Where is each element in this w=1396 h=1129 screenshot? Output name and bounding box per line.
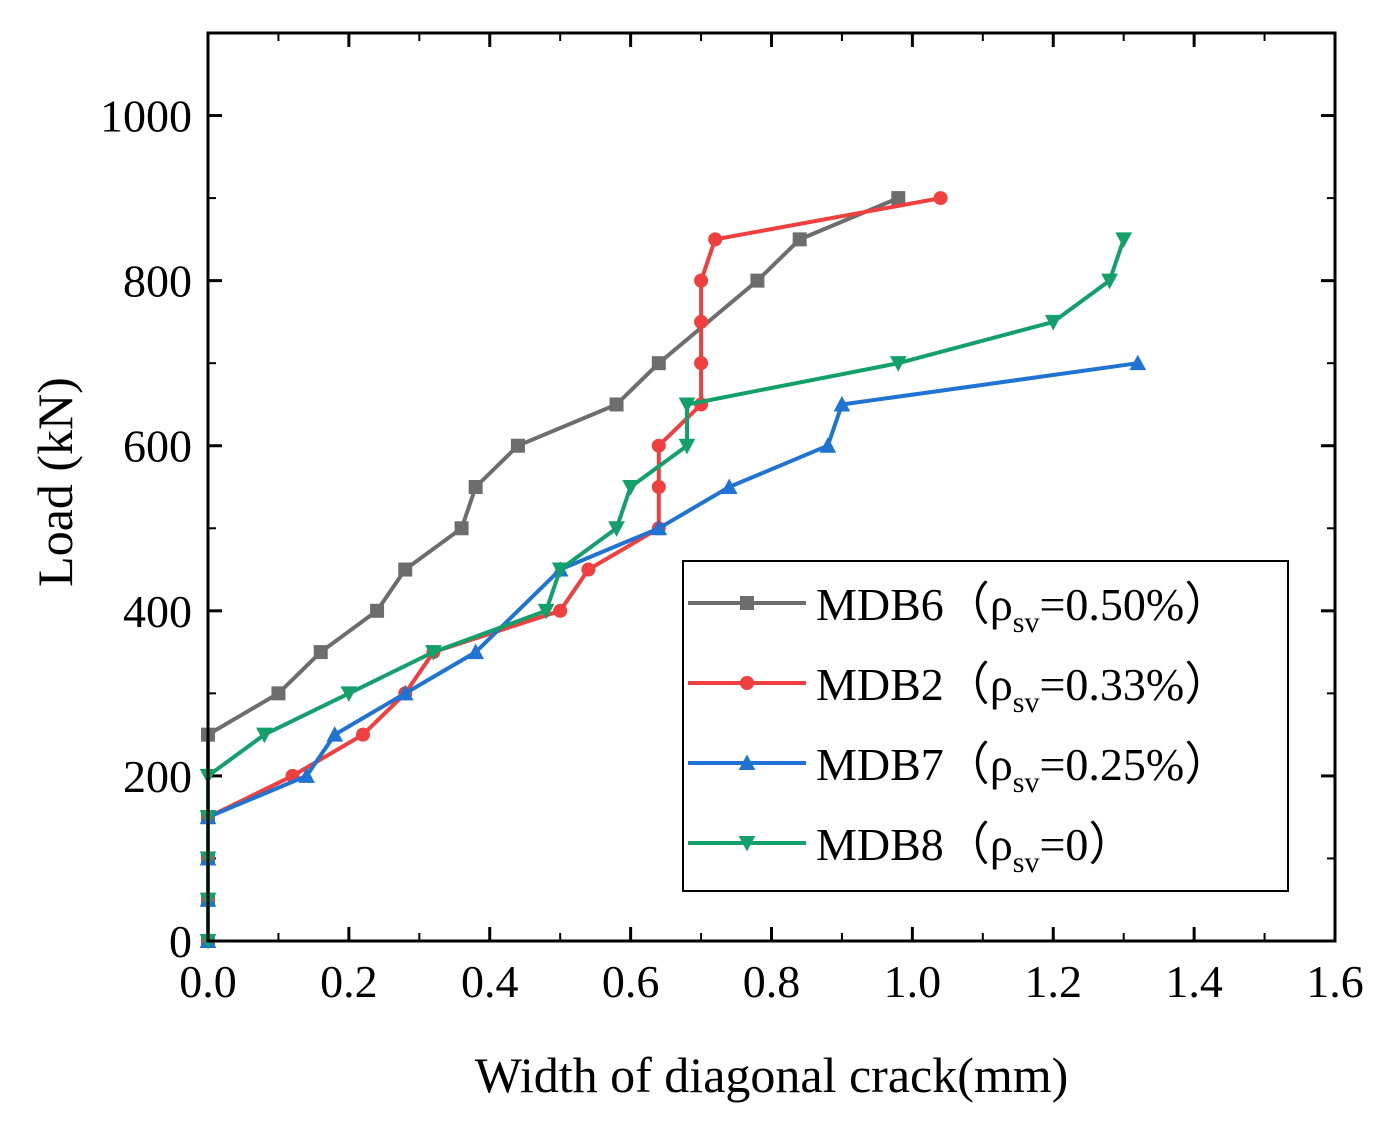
data-point-mdb6	[271, 686, 286, 701]
x-tick-label: 0.8	[743, 956, 801, 1007]
y-tick-label: 800	[123, 256, 192, 307]
legend-label: MDB8（ρsv=0）	[816, 819, 1134, 879]
data-point-mdb8	[1101, 273, 1118, 290]
x-tick-label: 0.2	[320, 956, 378, 1007]
legend-entry: MDB7（ρsv=0.25%）	[688, 739, 1230, 799]
data-point-mdb8	[1044, 314, 1062, 331]
data-point-mdb8	[425, 645, 442, 661]
legend: MDB6（ρsv=0.50%）MDB2（ρsv=0.33%）MDB7（ρsv=0…	[682, 560, 1289, 892]
data-point-mdb8	[889, 356, 907, 372]
data-point-mdb8	[256, 727, 273, 744]
x-axis-title: Width of diagonal crack(mm)	[475, 1047, 1069, 1103]
data-point-mdb7	[720, 478, 738, 494]
y-tick-label: 0	[169, 916, 192, 967]
legend-paren-close: ）	[1184, 579, 1230, 630]
data-point-mdb6	[651, 356, 666, 371]
data-point-mdb2	[933, 191, 948, 206]
legend-paren-open: （ρ	[944, 659, 1013, 710]
legend-ratio: =0.50%	[1039, 579, 1184, 630]
data-point-mdb7	[833, 395, 851, 412]
legend-box	[682, 560, 1289, 892]
legend-subscript: sv	[1013, 686, 1040, 719]
legend-series-name: MDB6	[816, 579, 944, 630]
plot-frame	[206, 31, 1337, 943]
legend-paren-close: ）	[1184, 659, 1230, 710]
y-tick-label: 400	[123, 586, 192, 637]
legend-marker	[738, 836, 756, 852]
legend-marker	[740, 596, 754, 610]
legend-ratio: =0.25%	[1039, 739, 1184, 790]
data-point-mdb6	[609, 397, 624, 412]
data-point-mdb8	[537, 603, 555, 620]
legend-label: MDB2（ρsv=0.33%）	[816, 659, 1230, 719]
data-point-mdb6	[510, 438, 525, 453]
legend-marker	[738, 754, 756, 770]
data-point-mdb7	[467, 643, 484, 660]
data-point-mdb2	[694, 314, 709, 329]
data-point-mdb7	[326, 726, 344, 742]
legend-entry: MDB8（ρsv=0）	[688, 819, 1134, 879]
data-point-mdb7	[298, 767, 315, 783]
legend-series-name: MDB8	[816, 819, 944, 870]
data-point-mdb6	[750, 273, 765, 288]
y-axis-title: Load (kN)	[27, 377, 83, 587]
data-point-mdb6	[313, 645, 328, 660]
legend-marker	[740, 676, 754, 690]
data-point-mdb2	[694, 273, 709, 288]
data-point-mdb2	[355, 727, 370, 742]
data-point-mdb8	[551, 562, 569, 579]
legend-ratio: =0	[1039, 819, 1088, 870]
x-tick-label: 0.0	[179, 956, 237, 1007]
data-point-mdb2	[651, 438, 666, 453]
legend-series-name: MDB7	[816, 739, 944, 790]
legend-ratio: =0.33%	[1039, 659, 1184, 710]
y-tick-label: 600	[123, 421, 192, 472]
legend-series-name: MDB2	[816, 659, 944, 710]
legend-label: MDB7（ρsv=0.25%）	[816, 739, 1230, 799]
x-tick-label: 0.4	[461, 956, 519, 1007]
data-point-mdb6	[454, 521, 469, 536]
x-tick-label: 1.6	[1306, 956, 1364, 1007]
legend-entry: MDB2（ρsv=0.33%）	[688, 659, 1230, 719]
x-tick-label: 1.0	[884, 956, 942, 1007]
x-tick-label: 1.4	[1165, 956, 1223, 1007]
x-tick-label: 0.6	[602, 956, 660, 1007]
data-point-mdb6	[398, 562, 413, 577]
data-point-mdb2	[651, 480, 666, 494]
legend-subscript: sv	[1013, 846, 1040, 879]
legend-paren-open: （ρ	[944, 739, 1013, 790]
data-point-mdb8	[340, 686, 358, 702]
y-tick-label: 1000	[100, 91, 192, 142]
x-tick-label: 1.2	[1025, 956, 1083, 1007]
legend-label: MDB6（ρsv=0.50%）	[816, 579, 1230, 639]
legend-paren-close: ）	[1088, 819, 1134, 870]
legend-paren-open: （ρ	[944, 579, 1013, 630]
legend-subscript: sv	[1013, 606, 1040, 639]
data-point-mdb6	[468, 480, 483, 494]
tick-labels: 0.0 0.2 0.4 0.6 0.8 1.0 1.2 1.4 1.6 0 200 400 600 800…	[100, 91, 1364, 1007]
data-point-mdb8	[1115, 232, 1133, 248]
data-point-mdb2	[553, 603, 568, 618]
data-point-mdb6	[792, 232, 807, 247]
legend-paren-close: ）	[1184, 739, 1230, 790]
data-point-mdb8	[608, 521, 625, 537]
data-point-mdb6	[370, 603, 385, 618]
legend-entry: MDB6（ρsv=0.50%）	[688, 579, 1230, 639]
data-point-mdb7	[650, 519, 668, 536]
data-point-mdb8	[678, 397, 696, 414]
data-point-mdb2	[694, 356, 709, 371]
legend-subscript: sv	[1013, 766, 1040, 799]
y-tick-label: 200	[123, 751, 192, 802]
data-point-mdb2	[581, 562, 596, 577]
legend-paren-open: （ρ	[944, 819, 1013, 870]
data-point-mdb7	[819, 437, 837, 453]
data-point-mdb2	[708, 232, 723, 247]
data-point-mdb8	[622, 480, 639, 496]
data-point-mdb7	[396, 684, 414, 701]
data-point-mdb8	[678, 438, 696, 455]
data-point-mdb6	[891, 191, 906, 206]
data-point-mdb7	[1129, 354, 1147, 371]
